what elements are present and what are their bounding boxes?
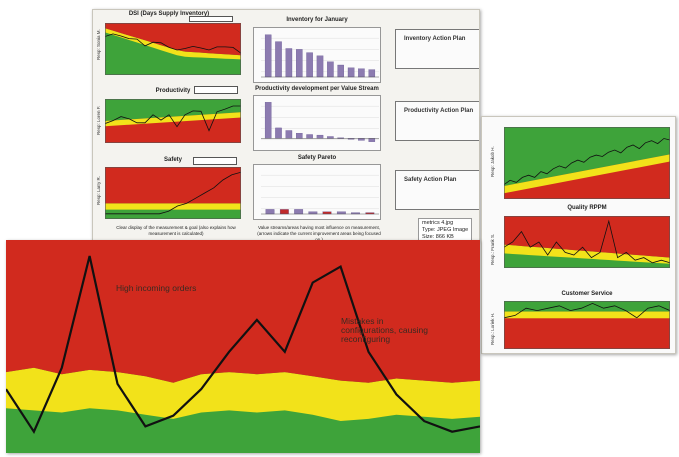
pareto-frame (253, 164, 381, 220)
inventory-bar-chart (253, 27, 381, 83)
pareto-bar-5 (336, 211, 346, 215)
right-top-yellow-band (504, 154, 670, 194)
quality-red-band (504, 216, 670, 258)
dsi-chart (105, 23, 241, 75)
prod_dev-bar-4 (306, 134, 313, 139)
right-charts-panel: Resp: Jakob H. Quality RPPM Resp.: Frank… (481, 116, 676, 354)
pareto-bar-chart (253, 164, 381, 220)
pareto-bar-2 (294, 209, 304, 215)
customer-service-chart (504, 301, 670, 349)
zoom-series-line (6, 255, 480, 435)
zoomed-line-chart (6, 240, 480, 453)
customer-green-band (504, 301, 670, 312)
dsi-yellow-band (105, 28, 241, 60)
zoom-red-band (6, 240, 480, 383)
right-top-axis-label: Resp: Jakob H. (490, 146, 495, 177)
prod_dev-bar-0 (264, 102, 272, 139)
quality-title: Quality RPPM (567, 205, 607, 211)
image-info-type: Type: JPEG Image (422, 227, 469, 233)
productivity-action-plan-title: Productivity Action Plan (404, 108, 474, 114)
inventory-action-plan-title: Inventory Action Plan (404, 36, 466, 42)
prod_dev-bar-5 (316, 134, 324, 139)
quality-chart (504, 216, 670, 268)
customer-series-line (504, 302, 670, 319)
customer-axis-label: Resp.: Loriek H. (490, 312, 495, 345)
pareto-bar-4 (322, 211, 332, 215)
metrics-board-photo: DSI (Days Supply Inventory) Resp: Sonia … (92, 9, 480, 241)
prod_dev-bg (253, 95, 381, 151)
productivity-chart (105, 99, 241, 143)
prod_dev-bar-1 (275, 127, 282, 139)
inventory-bar-3 (296, 49, 303, 78)
pareto-bar-0 (265, 209, 275, 215)
safety-frame (105, 167, 241, 219)
quality-frame (504, 216, 670, 268)
inventory-frame (253, 27, 381, 83)
inventory-bar-5 (316, 55, 324, 78)
right-top-green-band (504, 127, 670, 187)
safety-legend (193, 157, 237, 165)
image-info-name: metrics 4.jpg (422, 220, 454, 226)
safety-title: Safety (163, 157, 182, 163)
dsi-red-band (105, 23, 241, 56)
prod-dev-title: Productivity development per Value Strea… (255, 86, 379, 92)
image-info-size: Size: 866 KB (422, 234, 454, 240)
inventory-bar-0 (264, 34, 272, 78)
productivity-frame (105, 99, 241, 143)
productivity-series-line (105, 105, 241, 132)
productivity-legend (194, 86, 238, 94)
safety-series-line (105, 171, 241, 215)
dsi-frame (105, 23, 241, 75)
customer-frame (504, 301, 670, 349)
inventory-bar-10 (368, 69, 376, 78)
pareto-bar-1 (279, 209, 289, 215)
inventory-bar-7 (337, 64, 344, 78)
prod_dev-frame (253, 95, 381, 151)
zoom-yellow-band (6, 367, 480, 421)
annotation-config-mistakes: Mistakes in configurations, causing reco… (341, 316, 428, 344)
right-top-frame (504, 127, 670, 199)
inventory-bar-2 (285, 48, 293, 78)
inventory-bar-8 (347, 67, 355, 78)
dsi-title: DSI (Days Supply Inventory) (128, 11, 210, 17)
productivity-action-plan-box: Productivity Action Plan (395, 101, 479, 141)
prod-dev-bar-chart (253, 95, 381, 151)
safety-action-plan-title: Safety Action Plan (404, 177, 457, 183)
safety-red-band (105, 167, 241, 204)
inventory-bar-4 (306, 52, 313, 78)
zoomed-chart-panel: High incoming orders Mistakes in configu… (6, 240, 480, 453)
quality-yellow-band (504, 244, 670, 264)
safety-action-plan-box: Safety Action Plan (395, 170, 479, 210)
caption-right: Value streams/areas having most influenc… (257, 225, 381, 241)
quality-axis-label: Resp.: Frank S. (490, 233, 495, 265)
customer-service-title: Customer Service (561, 291, 613, 297)
right-top-series-line (504, 138, 670, 185)
inventory-bar-9 (358, 68, 365, 78)
safety-chart (105, 167, 241, 219)
inventory-bar-6 (327, 61, 334, 78)
productivity-axis-label: Resp: Loren F. (96, 105, 101, 135)
annotation-high-orders: High incoming orders (116, 283, 197, 293)
productivity-title: Productivity (155, 88, 191, 94)
inventory-action-plan-box: Inventory Action Plan (395, 29, 479, 69)
pareto-bar-3 (308, 211, 318, 215)
inventory-bar-1 (275, 41, 282, 78)
dsi-series-line (105, 33, 241, 54)
prod_dev-bar-10 (368, 138, 376, 142)
inventory-title: Inventory for January (286, 17, 348, 23)
quality-series-line (504, 219, 670, 264)
prod_dev-bar-3 (296, 133, 303, 139)
pareto-title: Safety Pareto (297, 155, 337, 161)
dsi-axis-label: Resp: Sonia M. (96, 29, 101, 60)
productivity-green-band (105, 99, 241, 121)
caption-left: Clear display of the measurement & goal … (116, 225, 236, 236)
dsi-legend (189, 16, 233, 22)
customer-yellow-band (504, 311, 670, 319)
safety-yellow-band (105, 203, 241, 210)
prod_dev-bar-9 (358, 138, 365, 141)
right-top-chart (504, 127, 670, 199)
safety-axis-label: Resp: Larry R. (96, 175, 101, 205)
prod_dev-bar-2 (285, 130, 293, 139)
